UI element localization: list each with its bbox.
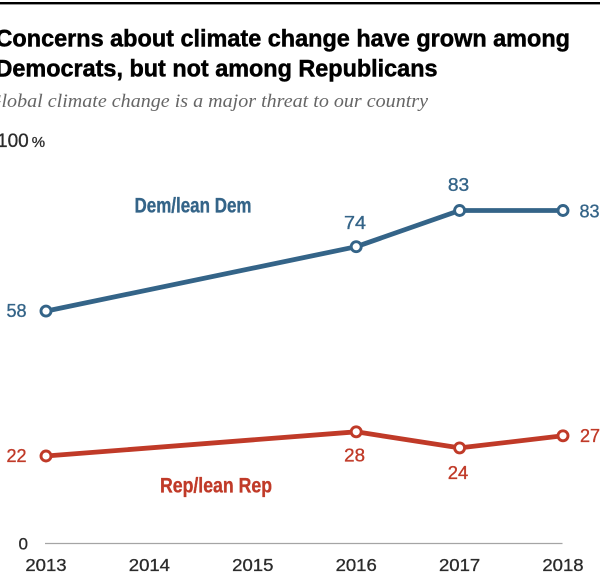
svg-text:58: 58 — [6, 301, 26, 321]
svg-text:Global climate change is a maj: Global climate change is a major threat … — [0, 91, 429, 112]
svg-text:2016: 2016 — [336, 555, 377, 575]
svg-text:83: 83 — [448, 175, 469, 195]
svg-text:28: 28 — [344, 446, 365, 466]
svg-text:83: 83 — [580, 202, 600, 222]
svg-text:22: 22 — [6, 446, 26, 466]
svg-text:0: 0 — [19, 535, 28, 554]
svg-text:100%: 100% — [0, 131, 45, 152]
svg-text:27: 27 — [580, 426, 600, 446]
svg-text:2015: 2015 — [232, 555, 273, 575]
svg-text:2017: 2017 — [439, 555, 480, 575]
svg-text:2014: 2014 — [129, 555, 171, 575]
svg-text:24: 24 — [448, 463, 468, 483]
svg-text:2018: 2018 — [542, 555, 583, 575]
svg-text:Concerns about climate change: Concerns about climate change have grown… — [0, 26, 570, 53]
svg-text:74: 74 — [344, 213, 366, 233]
svg-text:2013: 2013 — [25, 555, 66, 575]
svg-text:Rep/lean Rep: Rep/lean Rep — [160, 475, 272, 498]
svg-text:Democrats, but not among Repub: Democrats, but not among Republicans — [0, 55, 438, 82]
svg-text:Dem/lean Dem: Dem/lean Dem — [135, 194, 252, 217]
